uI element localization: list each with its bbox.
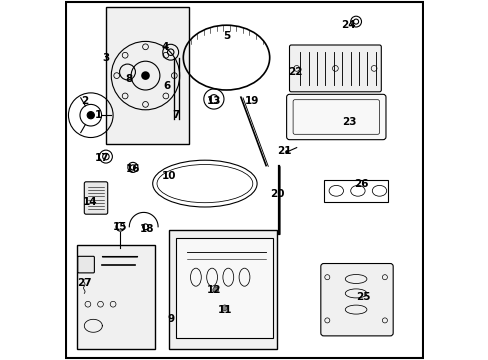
Text: 21: 21: [276, 146, 291, 156]
Text: 23: 23: [341, 117, 355, 127]
FancyBboxPatch shape: [77, 245, 154, 349]
Text: 12: 12: [206, 285, 221, 295]
Text: 5: 5: [223, 31, 230, 41]
Text: 13: 13: [206, 96, 221, 106]
Text: 6: 6: [163, 81, 170, 91]
Text: 26: 26: [353, 179, 368, 189]
Text: 7: 7: [172, 110, 180, 120]
Text: 27: 27: [77, 278, 91, 288]
Text: 3: 3: [102, 53, 109, 63]
Circle shape: [285, 150, 288, 154]
FancyBboxPatch shape: [168, 230, 276, 349]
Text: 11: 11: [217, 305, 231, 315]
Polygon shape: [176, 238, 273, 338]
Text: 22: 22: [287, 67, 302, 77]
Circle shape: [141, 71, 149, 80]
FancyBboxPatch shape: [106, 7, 188, 144]
Text: 16: 16: [125, 164, 140, 174]
Text: 14: 14: [82, 197, 97, 207]
Text: 2: 2: [81, 96, 88, 106]
Text: 4: 4: [161, 42, 169, 52]
Text: 8: 8: [125, 74, 133, 84]
Text: 20: 20: [269, 189, 284, 199]
FancyBboxPatch shape: [84, 182, 107, 214]
Text: 9: 9: [167, 314, 174, 324]
Circle shape: [222, 305, 227, 311]
Text: 17: 17: [95, 153, 109, 163]
FancyBboxPatch shape: [78, 256, 94, 273]
Text: 10: 10: [162, 171, 176, 181]
Text: 19: 19: [244, 96, 258, 106]
Text: 24: 24: [341, 20, 355, 30]
Text: 18: 18: [140, 224, 154, 234]
FancyBboxPatch shape: [320, 264, 392, 336]
FancyBboxPatch shape: [286, 94, 385, 140]
Circle shape: [212, 287, 218, 293]
FancyBboxPatch shape: [292, 100, 379, 134]
Circle shape: [87, 112, 94, 119]
Text: 15: 15: [113, 222, 127, 232]
Text: 25: 25: [355, 292, 370, 302]
FancyBboxPatch shape: [289, 45, 381, 92]
Text: 1: 1: [95, 110, 102, 120]
